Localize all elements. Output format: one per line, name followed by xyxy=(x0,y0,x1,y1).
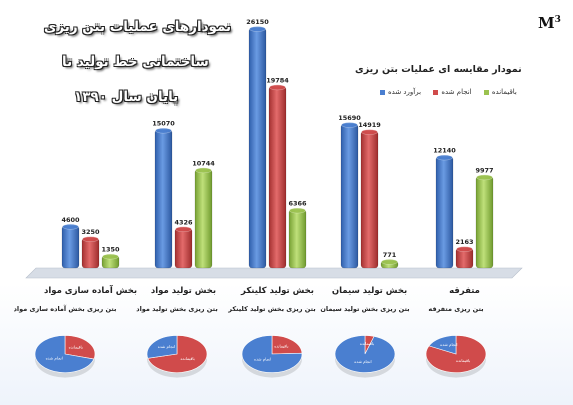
data-label-estimated-5: 12140 xyxy=(433,147,456,155)
data-label-estimated-1: 4600 xyxy=(61,216,80,224)
category-label-5: متفرقه xyxy=(449,286,480,296)
pie-label-done-1: انجام شده xyxy=(46,356,63,361)
legend-swatch-estimated xyxy=(380,89,385,95)
pie-label-remaining-4: باقیمانده xyxy=(360,341,374,346)
pie-slice-remaining-3 xyxy=(271,335,303,355)
legend-label-done: انجام شده xyxy=(441,88,472,96)
title-line-3: پایان سال ۱۳۹۰ xyxy=(74,89,179,105)
bar-estimated-3 xyxy=(248,26,267,269)
chart-floor xyxy=(25,267,523,279)
pie-shadow-3 xyxy=(242,340,302,378)
category-label-4: بخش تولید سیمان xyxy=(332,286,407,296)
bar-done-3 xyxy=(268,84,287,269)
data-label-done-2: 4326 xyxy=(174,218,193,226)
data-label-remaining-2: 10744 xyxy=(192,159,215,167)
data-label-estimated-4: 15690 xyxy=(338,114,361,122)
bar-remaining-4 xyxy=(380,259,399,269)
pie-title-1: بتن ریزی بخش آماده سازی مواد xyxy=(14,304,117,313)
pie-label-remaining-1: باقیمانده xyxy=(69,344,83,349)
legend-label-remaining: باقیمانده xyxy=(491,88,517,96)
pie-title-3: بتن ریزی بخش تولید کلینکر xyxy=(227,305,315,313)
data-label-remaining-1: 1350 xyxy=(101,246,120,254)
pie-title-5: بتن ریزی متفرقه xyxy=(428,305,483,313)
data-label-remaining-3: 6366 xyxy=(288,200,307,208)
bar-estimated-1 xyxy=(61,224,80,269)
pie-shadow-1 xyxy=(35,340,95,378)
bar-remaining-3 xyxy=(288,207,307,269)
title-line-1: نمودارهای عملیات بتن ریزی xyxy=(44,19,232,35)
pie-slice-done-3 xyxy=(241,335,303,373)
data-label-estimated-3: 26150 xyxy=(246,18,269,26)
pie-label-remaining-2: باقیمانده xyxy=(180,356,194,361)
pie-shadow-5 xyxy=(426,340,486,378)
pie-label-done-2: انجام شده xyxy=(158,344,175,349)
bar-remaining-5 xyxy=(475,174,494,269)
category-label-1: بخش آماده سازی مواد xyxy=(44,284,137,296)
legend-item-estimated: برآورد شده xyxy=(380,88,421,96)
title-line-2: ساختمانی خط تولید تا xyxy=(62,54,209,70)
pie-slice-done-4 xyxy=(334,335,396,373)
legend-swatch-done xyxy=(433,89,439,95)
pie-label-done-4: انجام شده xyxy=(354,359,371,364)
bar-done-2 xyxy=(174,226,193,269)
legend-swatch-remaining xyxy=(483,89,489,95)
legend-item-done: انجام شده xyxy=(433,88,472,96)
pie-label-done-5: انجام شده xyxy=(440,342,457,347)
bar-remaining-1 xyxy=(101,253,120,269)
chart-legend: برآورد شده انجام شده باقیمانده xyxy=(370,88,517,96)
data-label-done-5: 2163 xyxy=(455,238,473,246)
bar-done-1 xyxy=(81,236,100,269)
data-label-remaining-5: 9977 xyxy=(475,166,493,174)
pie-slice-remaining-1 xyxy=(64,335,96,360)
pie-title-2: بتن ریزی بخش تولید مواد xyxy=(136,305,218,313)
bar-done-4 xyxy=(360,129,379,269)
legend-item-remaining: باقیمانده xyxy=(483,88,517,96)
data-label-done-4: 14919 xyxy=(358,121,381,129)
pie-shadow-2 xyxy=(147,340,207,378)
pie-slice-done-5 xyxy=(428,335,457,355)
bar-done-5 xyxy=(455,246,474,269)
bar-estimated-4 xyxy=(340,122,359,269)
bar-estimated-5 xyxy=(435,154,454,269)
pie-label-done-3: انجام شده xyxy=(254,357,271,362)
data-label-done-1: 3250 xyxy=(81,228,100,236)
pie-slice-done-1 xyxy=(34,335,95,373)
data-label-done-3: 19784 xyxy=(266,76,289,84)
pie-slice-remaining-5 xyxy=(425,335,487,373)
unit-label: M3 xyxy=(538,14,561,32)
category-label-2: بخش تولید مواد xyxy=(151,286,216,296)
chart-title: نمودار مقایسه ای عملیات بتن ریزی xyxy=(355,64,522,75)
unit-exponent: 3 xyxy=(554,15,561,25)
pie-label-remaining-5: باقیمانده xyxy=(456,358,470,363)
data-label-estimated-2: 15070 xyxy=(152,120,175,128)
legend-label-estimated: برآورد شده xyxy=(388,88,422,96)
pie-slice-remaining-4 xyxy=(364,335,375,355)
pie-slice-done-2 xyxy=(146,335,178,359)
pie-title-4: بتن ریزی بخش تولید سیمان xyxy=(320,305,409,313)
bar-remaining-2 xyxy=(194,167,213,269)
bar-estimated-2 xyxy=(154,127,173,269)
unit-base: M xyxy=(538,14,555,32)
pie-slice-remaining-2 xyxy=(147,335,208,373)
pie-label-remaining-3: باقیمانده xyxy=(274,343,288,348)
data-label-remaining-4: 771 xyxy=(383,251,397,259)
category-label-3: بخش تولید کلینکر xyxy=(240,286,314,296)
pie-shadow-4 xyxy=(335,340,395,378)
